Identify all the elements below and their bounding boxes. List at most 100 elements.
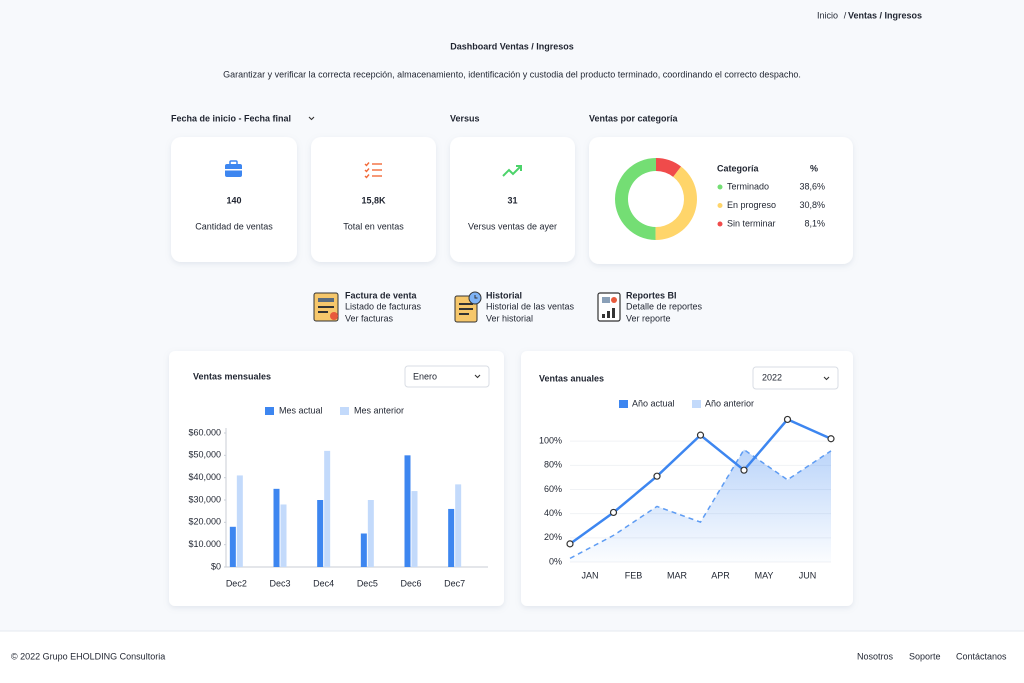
legend-label: Año actual [632,398,675,408]
select-value[interactable]: Enero [413,371,437,381]
x-tick-label: Dec7 [444,578,465,588]
legend-label: Mes anterior [354,405,404,415]
kpi-value: 140 [226,195,241,205]
x-tick-label: Dec5 [357,578,378,588]
briefcase-icon [225,160,242,177]
y-tick-label: 100% [539,436,562,446]
x-tick-label: FEB [625,570,643,580]
footer-link[interactable]: Soporte [909,651,941,661]
y-tick-label: 20% [544,532,562,542]
y-tick-label: 0% [549,556,562,566]
x-tick-label: MAY [755,570,774,580]
legend-swatch [692,400,701,408]
legend-title: Categoría [717,163,760,173]
trend-icon [502,165,522,177]
bar [411,491,418,567]
legend-label: Mes actual [279,405,323,415]
y-tick-label: $0 [211,561,221,571]
breadcrumb-current: Ventas / Ingresos [848,10,922,20]
year-select[interactable] [752,366,839,390]
y-tick-label: $60.000 [188,427,221,437]
kpi-label: Total en ventas [343,221,404,231]
bar [280,504,287,567]
kpi-card [450,137,575,262]
bar [317,500,324,567]
invoice-icon [313,292,339,322]
link-action[interactable]: Ver facturas [345,313,394,323]
legend-swatch [619,400,628,408]
legend-dot [717,203,723,208]
breadcrumb-link[interactable]: Inicio [817,10,838,20]
checklist-icon [364,162,382,179]
x-tick-label: Dec4 [313,578,334,588]
link-action[interactable]: Ver reporte [626,313,671,323]
x-tick-label: MAR [667,570,688,580]
donut-segment [615,158,656,240]
link-title: Factura de venta [345,290,418,300]
x-tick-label: Dec2 [226,578,247,588]
y-tick-label: 80% [544,460,562,470]
legend-swatch [265,407,274,415]
bar [367,500,374,567]
legend-label: En progreso [727,200,776,210]
kpi-card [171,137,297,262]
legend-swatch [340,407,349,415]
y-tick-label: 40% [544,508,562,518]
y-tick-label: 60% [544,484,562,494]
bar [236,475,243,567]
x-tick-label: JUN [799,570,817,580]
footer-link[interactable]: Nosotros [857,651,894,661]
section-label: Ventas por categoría [589,113,679,123]
legend-label: Año anterior [705,398,754,408]
breadcrumb-separator: / [844,10,847,20]
chart-title: Ventas mensuales [193,371,271,381]
footer-link[interactable]: Contáctanos [956,651,1007,661]
legend-dot [717,221,723,227]
x-tick-label: JAN [582,570,599,580]
kpi-card [311,137,436,262]
bar [360,533,367,567]
kpi-label: Versus ventas de ayer [468,221,557,231]
bar [404,455,411,567]
link-description: Detalle de reportes [626,301,703,311]
section-label[interactable]: Fecha de inicio - Fecha final [171,113,291,123]
kpi-value: 31 [507,195,517,205]
section-label: Versus [450,113,480,123]
bar [324,450,331,567]
x-tick-label: Dec3 [269,578,290,588]
x-tick-label: Dec6 [400,578,421,588]
kpi-label: Cantidad de ventas [195,221,273,231]
chevron[interactable] [308,116,315,121]
legend-value: 8,1% [804,218,825,228]
link-title: Historial [486,290,522,300]
footer [0,631,1024,683]
link-title: Reportes BI [626,290,677,300]
y-tick-label: $40,000 [188,472,221,482]
point [566,540,574,548]
legend-value: 30,8% [799,200,825,210]
point [740,466,748,474]
point [827,435,835,443]
legend-dot [717,184,723,190]
donut-segment [655,166,698,240]
y-tick-label: $50,000 [188,450,221,460]
donut-segment [656,158,682,177]
area [570,449,831,562]
copyright: © 2022 Grupo EHOLDING Consultoria [11,651,165,661]
point [653,472,661,480]
legend-label: Terminado [727,181,769,191]
x-tick-label: APR [711,570,730,580]
page-title: Dashboard Ventas / Ingresos [450,41,574,51]
select-value[interactable]: 2022 [762,372,782,382]
month-select[interactable] [404,365,490,388]
chart-title: Ventas anuales [539,373,604,383]
point [696,431,705,439]
y-tick-label: $10.000 [188,539,221,549]
legend-header: % [810,163,818,173]
bar [455,484,462,567]
point [783,415,792,424]
line [569,448,832,560]
bar [229,526,236,567]
link-action[interactable]: Ver historial [486,313,533,323]
